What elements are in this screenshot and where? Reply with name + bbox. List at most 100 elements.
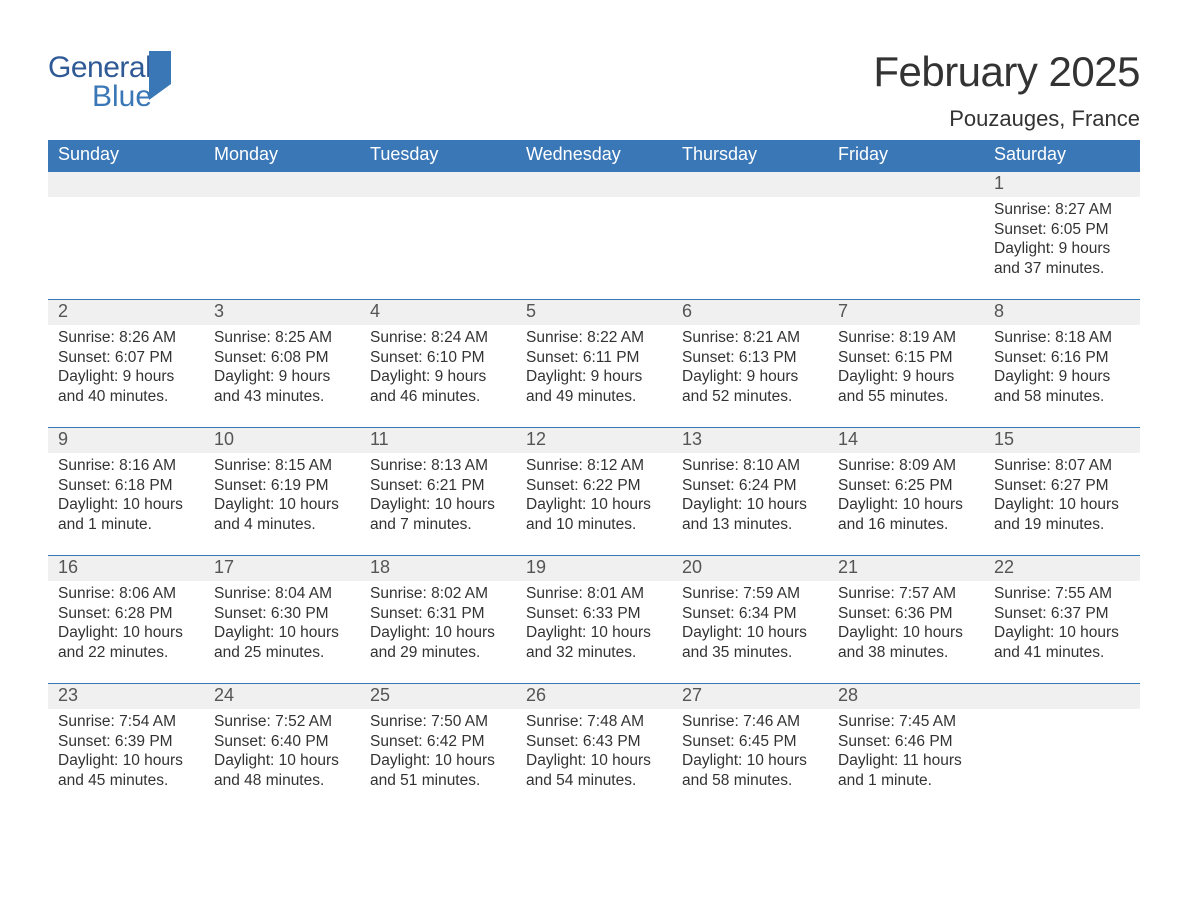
calendar-day-cell: 23Sunrise: 7:54 AMSunset: 6:39 PMDayligh… — [48, 683, 204, 811]
calendar-day-cell: 12Sunrise: 8:12 AMSunset: 6:22 PMDayligh… — [516, 427, 672, 555]
day-body: Sunrise: 7:52 AMSunset: 6:40 PMDaylight:… — [204, 709, 360, 799]
day-body: Sunrise: 8:04 AMSunset: 6:30 PMDaylight:… — [204, 581, 360, 671]
sunrise-text: Sunrise: 7:59 AM — [682, 584, 818, 604]
title-block: February 2025 Pouzauges, France — [873, 48, 1140, 132]
day-body — [204, 197, 360, 208]
sunrise-text: Sunrise: 8:26 AM — [58, 328, 194, 348]
calendar-day-cell: 15Sunrise: 8:07 AMSunset: 6:27 PMDayligh… — [984, 427, 1140, 555]
day-number-band: . — [516, 171, 672, 197]
sunrise-text: Sunrise: 8:24 AM — [370, 328, 506, 348]
day-body: Sunrise: 8:18 AMSunset: 6:16 PMDaylight:… — [984, 325, 1140, 415]
calendar-day-cell: . — [984, 683, 1140, 811]
day-number-band: . — [48, 171, 204, 197]
day-number-band: 8 — [984, 299, 1140, 325]
sunset-text: Sunset: 6:27 PM — [994, 476, 1130, 496]
sunset-text: Sunset: 6:24 PM — [682, 476, 818, 496]
sunrise-text: Sunrise: 8:01 AM — [526, 584, 662, 604]
calendar-day-cell: 13Sunrise: 8:10 AMSunset: 6:24 PMDayligh… — [672, 427, 828, 555]
day-number-band: 23 — [48, 683, 204, 709]
calendar-day-cell: 19Sunrise: 8:01 AMSunset: 6:33 PMDayligh… — [516, 555, 672, 683]
day-body: Sunrise: 8:15 AMSunset: 6:19 PMDaylight:… — [204, 453, 360, 543]
daylight-text: Daylight: 9 hours and 37 minutes. — [994, 239, 1130, 279]
daylight-text: Daylight: 10 hours and 13 minutes. — [682, 495, 818, 535]
day-body: Sunrise: 8:24 AMSunset: 6:10 PMDaylight:… — [360, 325, 516, 415]
daylight-text: Daylight: 10 hours and 35 minutes. — [682, 623, 818, 663]
day-number-band: 14 — [828, 427, 984, 453]
sunset-text: Sunset: 6:22 PM — [526, 476, 662, 496]
day-body: Sunrise: 7:57 AMSunset: 6:36 PMDaylight:… — [828, 581, 984, 671]
sunset-text: Sunset: 6:40 PM — [214, 732, 350, 752]
sunset-text: Sunset: 6:43 PM — [526, 732, 662, 752]
day-body: Sunrise: 8:06 AMSunset: 6:28 PMDaylight:… — [48, 581, 204, 671]
calendar-day-cell: 26Sunrise: 7:48 AMSunset: 6:43 PMDayligh… — [516, 683, 672, 811]
weekday-header: Wednesday — [516, 140, 672, 171]
day-number-band: . — [204, 171, 360, 197]
calendar-day-cell: . — [204, 171, 360, 299]
calendar-day-cell: 14Sunrise: 8:09 AMSunset: 6:25 PMDayligh… — [828, 427, 984, 555]
daylight-text: Daylight: 10 hours and 25 minutes. — [214, 623, 350, 663]
day-number-band: 11 — [360, 427, 516, 453]
day-body: Sunrise: 7:59 AMSunset: 6:34 PMDaylight:… — [672, 581, 828, 671]
calendar-day-cell: 7Sunrise: 8:19 AMSunset: 6:15 PMDaylight… — [828, 299, 984, 427]
sunset-text: Sunset: 6:31 PM — [370, 604, 506, 624]
day-body: Sunrise: 8:16 AMSunset: 6:18 PMDaylight:… — [48, 453, 204, 543]
calendar-day-cell: . — [48, 171, 204, 299]
sunset-text: Sunset: 6:28 PM — [58, 604, 194, 624]
sunrise-text: Sunrise: 8:06 AM — [58, 584, 194, 604]
day-number-band: 7 — [828, 299, 984, 325]
sunrise-text: Sunrise: 7:52 AM — [214, 712, 350, 732]
sunrise-text: Sunrise: 8:02 AM — [370, 584, 506, 604]
weekday-header: Friday — [828, 140, 984, 171]
sunset-text: Sunset: 6:37 PM — [994, 604, 1130, 624]
day-body: Sunrise: 8:19 AMSunset: 6:15 PMDaylight:… — [828, 325, 984, 415]
calendar-day-cell: 24Sunrise: 7:52 AMSunset: 6:40 PMDayligh… — [204, 683, 360, 811]
sunrise-text: Sunrise: 8:15 AM — [214, 456, 350, 476]
calendar-day-cell: 10Sunrise: 8:15 AMSunset: 6:19 PMDayligh… — [204, 427, 360, 555]
sunset-text: Sunset: 6:16 PM — [994, 348, 1130, 368]
day-number-band: 4 — [360, 299, 516, 325]
day-number-band: 22 — [984, 555, 1140, 581]
sunrise-text: Sunrise: 7:46 AM — [682, 712, 818, 732]
sunrise-text: Sunrise: 8:07 AM — [994, 456, 1130, 476]
day-body: Sunrise: 8:07 AMSunset: 6:27 PMDaylight:… — [984, 453, 1140, 543]
sunrise-text: Sunrise: 8:19 AM — [838, 328, 974, 348]
day-body — [828, 197, 984, 208]
day-body: Sunrise: 7:50 AMSunset: 6:42 PMDaylight:… — [360, 709, 516, 799]
sunset-text: Sunset: 6:25 PM — [838, 476, 974, 496]
daylight-text: Daylight: 10 hours and 19 minutes. — [994, 495, 1130, 535]
day-number-band: 12 — [516, 427, 672, 453]
sunrise-text: Sunrise: 8:22 AM — [526, 328, 662, 348]
daylight-text: Daylight: 10 hours and 48 minutes. — [214, 751, 350, 791]
day-number-band: 19 — [516, 555, 672, 581]
calendar-day-cell: 28Sunrise: 7:45 AMSunset: 6:46 PMDayligh… — [828, 683, 984, 811]
weekday-header: Tuesday — [360, 140, 516, 171]
sunset-text: Sunset: 6:13 PM — [682, 348, 818, 368]
calendar-day-cell: 9Sunrise: 8:16 AMSunset: 6:18 PMDaylight… — [48, 427, 204, 555]
sunrise-text: Sunrise: 8:09 AM — [838, 456, 974, 476]
day-number-band: . — [672, 171, 828, 197]
day-number-band: 16 — [48, 555, 204, 581]
day-body: Sunrise: 8:09 AMSunset: 6:25 PMDaylight:… — [828, 453, 984, 543]
day-number-band: 21 — [828, 555, 984, 581]
sunrise-text: Sunrise: 8:04 AM — [214, 584, 350, 604]
daylight-text: Daylight: 10 hours and 16 minutes. — [838, 495, 974, 535]
weekday-header: Monday — [204, 140, 360, 171]
calendar-day-cell: . — [828, 171, 984, 299]
sunset-text: Sunset: 6:42 PM — [370, 732, 506, 752]
day-number-band: 9 — [48, 427, 204, 453]
daylight-text: Daylight: 10 hours and 4 minutes. — [214, 495, 350, 535]
day-number-band: 26 — [516, 683, 672, 709]
day-body: Sunrise: 8:27 AMSunset: 6:05 PMDaylight:… — [984, 197, 1140, 287]
daylight-text: Daylight: 10 hours and 54 minutes. — [526, 751, 662, 791]
daylight-text: Daylight: 10 hours and 32 minutes. — [526, 623, 662, 663]
day-body: Sunrise: 8:12 AMSunset: 6:22 PMDaylight:… — [516, 453, 672, 543]
calendar-day-cell: 20Sunrise: 7:59 AMSunset: 6:34 PMDayligh… — [672, 555, 828, 683]
weekday-header: Sunday — [48, 140, 204, 171]
weekday-header: Saturday — [984, 140, 1140, 171]
day-number-band: 20 — [672, 555, 828, 581]
brand-triangle-icon — [149, 51, 171, 100]
day-number-band: 3 — [204, 299, 360, 325]
calendar-body: ......1Sunrise: 8:27 AMSunset: 6:05 PMDa… — [48, 171, 1140, 811]
daylight-text: Daylight: 10 hours and 29 minutes. — [370, 623, 506, 663]
day-body: Sunrise: 8:01 AMSunset: 6:33 PMDaylight:… — [516, 581, 672, 671]
